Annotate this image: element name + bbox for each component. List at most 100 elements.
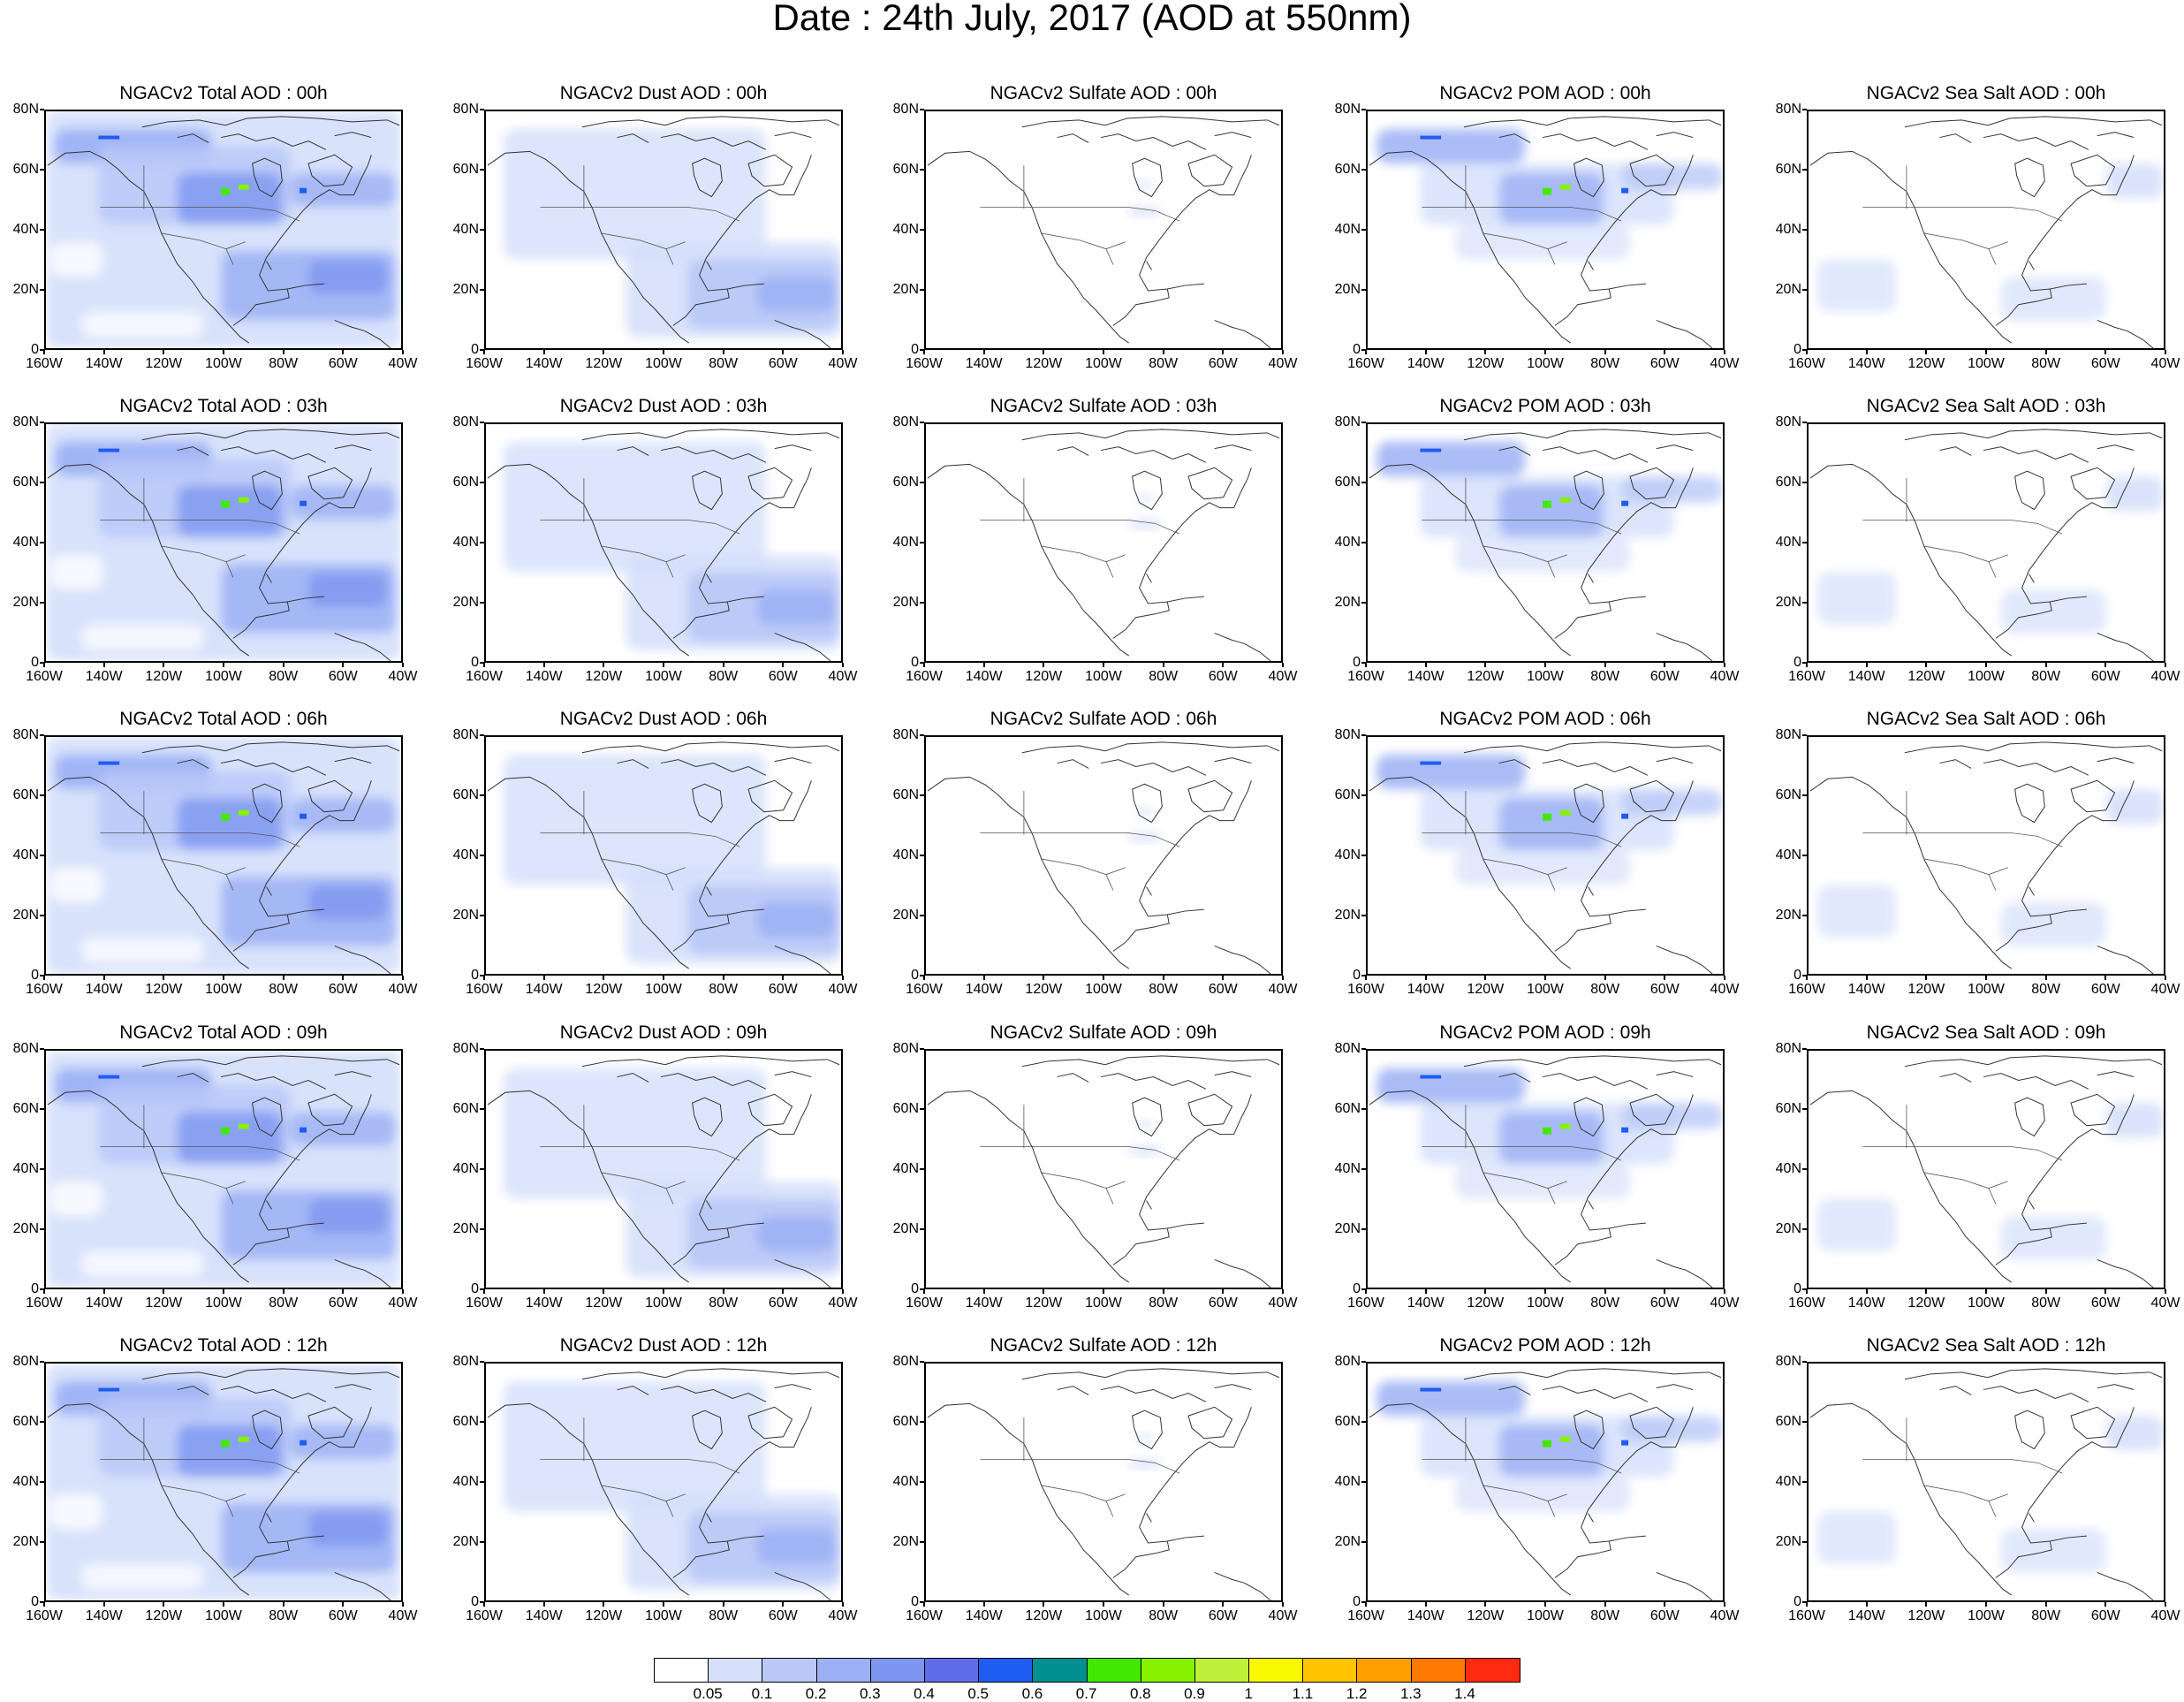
lon-tick — [1365, 1602, 1367, 1607]
lat-tick — [40, 1228, 44, 1230]
aod-hotspot — [1559, 1436, 1571, 1442]
lat-tick — [480, 349, 484, 351]
lat-tick — [40, 349, 44, 351]
arctic-islands — [1021, 429, 1280, 511]
country-borders — [1422, 1417, 1622, 1517]
lat-tick-label: 40N — [12, 1474, 39, 1489]
lon-tick — [722, 1602, 724, 1607]
lat-tick — [920, 1288, 924, 1290]
lat-tick-label: 80N — [12, 1041, 39, 1056]
lat-tick — [480, 1228, 484, 1230]
panel-title: NGACv2 Total AOD : 06h — [119, 709, 328, 729]
aod-hotspot — [221, 813, 230, 821]
lat-tick-label: 40N — [1775, 1161, 1801, 1176]
aod-field-patch — [1621, 789, 1723, 816]
aod-field-patch — [291, 1424, 397, 1460]
lon-tick-label: 100W — [1085, 982, 1122, 997]
lon-tick-label: 80W — [269, 669, 299, 684]
lat-tick — [480, 229, 484, 231]
lat-tick — [920, 169, 924, 171]
lat-tick-label: 80N — [12, 727, 39, 742]
arctic-islands — [581, 1368, 840, 1450]
lon-tick-label: 140W — [965, 1608, 1003, 1623]
lat-tick — [480, 915, 484, 916]
lon-tick — [1604, 663, 1606, 667]
coastline — [1809, 150, 2154, 348]
lat-tick-label: 0 — [471, 968, 479, 983]
aod-field-patch — [177, 1111, 283, 1165]
lon-tick — [1724, 976, 1725, 980]
aod-field-patch — [1376, 441, 1526, 477]
aod-field-patch — [1455, 1477, 1631, 1512]
lon-tick — [223, 1289, 224, 1294]
lon-tick-label: 140W — [1847, 1295, 1885, 1311]
lon-tick — [842, 1289, 844, 1294]
lat-tick — [1802, 542, 1807, 543]
lon-tick — [1604, 1289, 1606, 1294]
map-canvas — [1809, 116, 2164, 348]
lon-tick-label: 80W — [2031, 669, 2061, 684]
lat-tick-label: 60N — [452, 1414, 479, 1429]
lon-tick — [1544, 663, 1546, 667]
lon-tick — [603, 976, 605, 980]
lon-tick — [1865, 1602, 1868, 1607]
arctic-islands — [581, 429, 840, 511]
country-borders — [100, 791, 300, 891]
lon-tick — [163, 350, 165, 354]
lon-tick-label: 100W — [1527, 982, 1564, 997]
lon-tick-label: 140W — [85, 1608, 123, 1623]
lon-tick-label: 80W — [709, 669, 739, 684]
lat-tick-label: 80N — [452, 1354, 479, 1369]
lat-tick — [1802, 1601, 1807, 1603]
aod-hotspot — [1543, 1440, 1551, 1447]
lon-tick — [1865, 976, 1868, 980]
lat-tick-label: 40N — [1334, 847, 1361, 862]
lon-tick — [1424, 663, 1427, 667]
lon-tick-label: 100W — [645, 356, 682, 371]
lon-tick-label: 60W — [328, 669, 358, 684]
lat-tick-label: 40N — [1775, 1474, 1801, 1489]
aod-field-patch — [1498, 171, 1604, 225]
lon-tick — [982, 976, 985, 980]
lon-tick — [342, 350, 345, 354]
arctic-islands — [1021, 1368, 1280, 1450]
lon-tick — [2104, 1289, 2107, 1294]
lon-tick-label: 140W — [965, 1295, 1003, 1311]
map-total-aod — [44, 110, 403, 350]
aod-field-patch — [2105, 1103, 2164, 1138]
lat-tick — [920, 1228, 924, 1230]
arctic-islands — [141, 429, 400, 511]
aod-field-patch — [503, 441, 766, 573]
lat-tick-label: 0 — [911, 655, 919, 670]
lon-tick-label: 120W — [145, 669, 183, 684]
lon-tick-label: 60W — [328, 1608, 358, 1623]
lon-tick — [1664, 350, 1666, 354]
lat-tick — [1361, 109, 1366, 110]
arctic-islands — [141, 116, 400, 198]
lon-tick — [1544, 1602, 1546, 1607]
lon-tick-label: 160W — [1347, 669, 1384, 684]
aod-field-patch — [1816, 572, 1897, 625]
lat-tick-label: 80N — [892, 1041, 919, 1056]
lat-tick-label: 80N — [892, 102, 919, 117]
aod-hotspot — [1543, 500, 1551, 508]
map-total-aod — [44, 1049, 403, 1289]
coastline — [1369, 776, 1713, 974]
lon-tick-label: 40W — [1268, 1608, 1298, 1623]
aod-hotspot — [300, 813, 307, 819]
lon-tick — [2044, 1289, 2047, 1294]
lon-tick — [1544, 976, 1546, 980]
panel-title: NGACv2 Dust AOD : 09h — [559, 1022, 768, 1043]
panel-title: NGACv2 POM AOD : 06h — [1439, 709, 1651, 729]
lon-tick — [1604, 1602, 1606, 1607]
lon-tick-label: 80W — [709, 356, 739, 371]
lat-tick-label: 0 — [1793, 1281, 1801, 1296]
lon-tick — [1222, 1602, 1225, 1607]
aod-hotspot — [1559, 497, 1571, 503]
lon-tick — [43, 976, 45, 980]
lat-tick — [920, 662, 924, 664]
lat-tick-label: 60N — [452, 787, 479, 802]
lon-tick — [603, 1289, 605, 1294]
colorbar-label: 0.2 — [805, 1685, 827, 1702]
arctic-islands — [1463, 429, 1722, 511]
